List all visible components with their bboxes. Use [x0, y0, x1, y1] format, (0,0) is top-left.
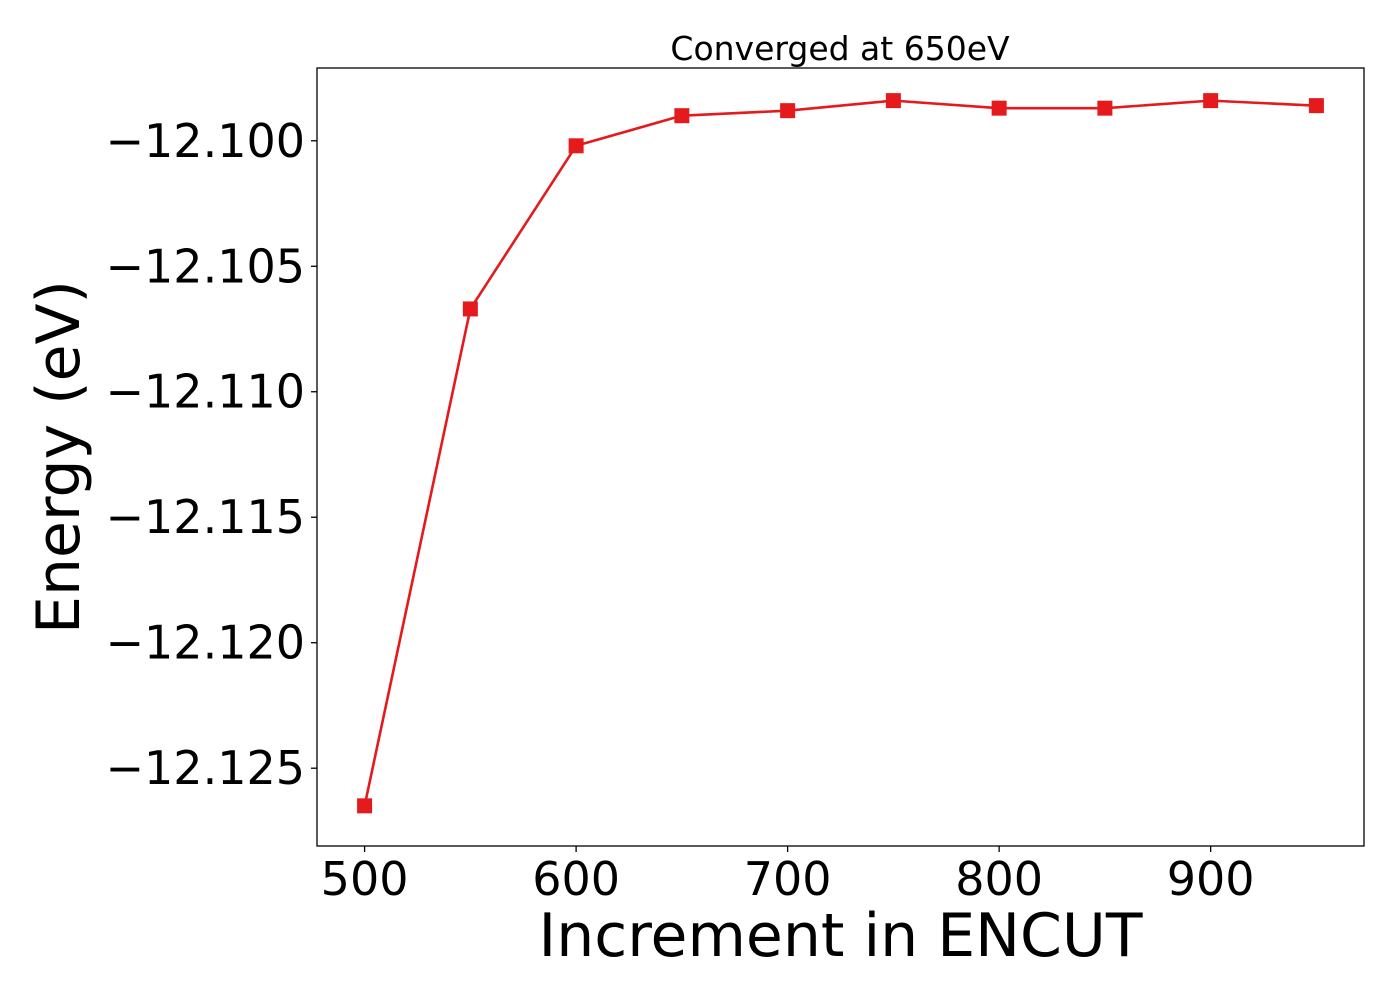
- y-tick-label: −12.125: [106, 741, 306, 795]
- x-axis: 500 600 700 800 900: [321, 846, 1255, 906]
- x-tick-label: 900: [1167, 852, 1255, 906]
- data-point-marker: [991, 100, 1007, 116]
- y-tick-label: −12.110: [106, 365, 306, 419]
- series-line: [363, 99, 1317, 807]
- x-tick-label: 600: [532, 852, 620, 906]
- data-point-marker: [357, 798, 373, 814]
- plot-area-frame: [316, 67, 1365, 847]
- x-tick-label: 500: [321, 852, 409, 906]
- data-point-marker: [1097, 100, 1113, 116]
- chart-title: Converged at 650eV: [670, 29, 1010, 68]
- y-tick-label: −12.100: [106, 114, 306, 168]
- x-tick-label: 800: [955, 852, 1043, 906]
- y-tick-label: −12.120: [106, 616, 306, 670]
- x-tick-label: 700: [744, 852, 832, 906]
- data-point-marker: [568, 138, 584, 154]
- data-point-marker: [462, 301, 478, 317]
- data-point-marker: [1308, 98, 1324, 114]
- data-point-marker: [674, 108, 690, 124]
- data-point-marker: [1203, 93, 1219, 109]
- y-tick-label: −12.115: [106, 490, 306, 544]
- data-point-marker: [885, 93, 901, 109]
- y-axis: −12.100 −12.105 −12.110 −12.115 −12.120 −12.1…: [106, 114, 317, 795]
- data-series: [357, 93, 1324, 814]
- y-axis-label: Energy (eV): [24, 280, 94, 634]
- y-tick-label: −12.105: [106, 239, 306, 293]
- data-point-marker: [780, 103, 796, 119]
- x-axis-label: Increment in ENCUT: [539, 901, 1143, 971]
